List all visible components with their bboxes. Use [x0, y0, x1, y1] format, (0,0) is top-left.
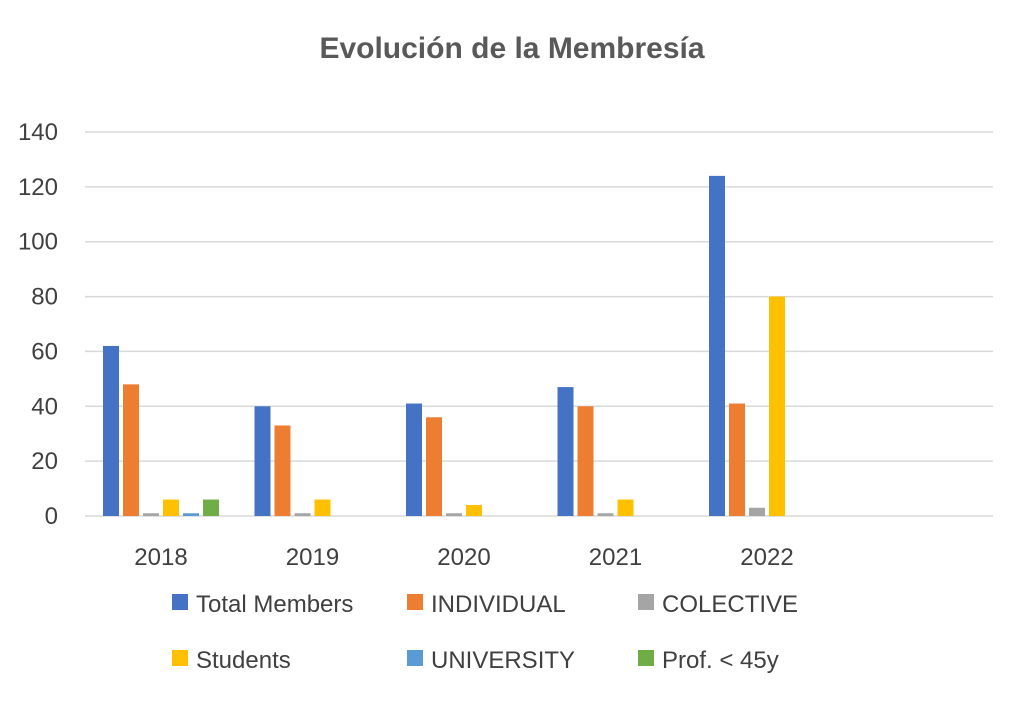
bar — [406, 403, 422, 516]
bar — [123, 384, 139, 516]
legend-swatch — [638, 594, 654, 610]
bar — [183, 513, 199, 516]
y-tick-label: 0 — [45, 503, 58, 530]
bar — [294, 513, 311, 516]
bars — [103, 175, 785, 516]
legend-label: Students — [196, 647, 291, 674]
legend-label: Total Members — [196, 591, 353, 618]
x-category-label: 2019 — [286, 544, 339, 571]
bar — [729, 403, 745, 516]
legend-swatch — [407, 650, 423, 666]
bar — [274, 425, 291, 516]
bar — [466, 505, 482, 516]
bar — [163, 499, 179, 516]
bar — [769, 296, 785, 516]
bar — [577, 406, 594, 516]
bar — [617, 499, 634, 516]
x-category-label: 2021 — [589, 544, 642, 571]
y-tick-label: 140 — [18, 119, 58, 146]
bar — [143, 513, 159, 516]
bar — [426, 417, 442, 516]
x-axis-categories: 2018 2019 2020 2021 2022 — [134, 544, 793, 571]
legend-swatch — [407, 594, 423, 610]
x-category-label: 2018 — [134, 544, 187, 571]
legend-label: COLECTIVE — [662, 591, 798, 618]
legend-swatch — [172, 650, 188, 666]
gridlines — [85, 131, 993, 517]
bar — [103, 345, 119, 516]
chart-title: Evolución de la Membresía — [319, 32, 704, 65]
bar — [314, 499, 331, 516]
bar — [446, 513, 462, 516]
y-axis-ticks: 0 20 40 60 80 100 120 140 — [18, 119, 58, 530]
legend-swatch — [172, 594, 188, 610]
bar — [557, 387, 574, 516]
legend: Total Members INDIVIDUAL COLECTIVE Students… — [172, 591, 798, 674]
bar — [749, 507, 765, 516]
bar — [597, 513, 614, 516]
y-tick-label: 120 — [18, 174, 58, 201]
y-tick-label: 40 — [31, 393, 58, 420]
y-tick-label: 60 — [31, 338, 58, 365]
legend-label: Prof. < 45y — [662, 647, 779, 674]
bar — [203, 499, 219, 516]
legend-label: UNIVERSITY — [431, 647, 575, 674]
y-tick-label: 80 — [31, 284, 58, 311]
legend-label: INDIVIDUAL — [431, 591, 566, 618]
legend-swatch — [638, 650, 654, 666]
y-tick-label: 100 — [18, 229, 58, 256]
bar — [254, 406, 271, 516]
x-category-label: 2022 — [740, 544, 793, 571]
x-category-label: 2020 — [437, 544, 490, 571]
y-tick-label: 20 — [31, 448, 58, 475]
bar — [709, 175, 725, 516]
